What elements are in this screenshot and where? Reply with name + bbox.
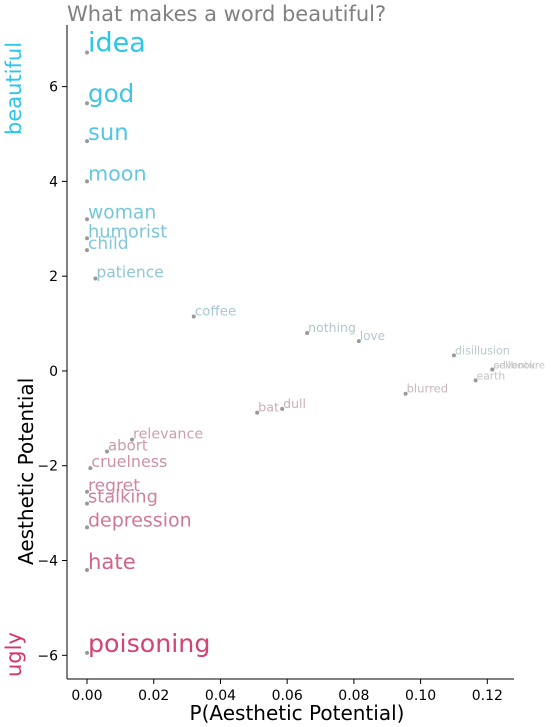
point-idea xyxy=(85,50,90,55)
point-label-dull: dull xyxy=(283,396,306,411)
point-label-moon: moon xyxy=(88,161,147,185)
x-tick-label: 0.00 xyxy=(71,688,102,704)
point-child xyxy=(85,248,90,253)
point-label-love: love xyxy=(360,329,385,343)
point-label-disillusion: disillusion xyxy=(455,344,510,357)
point-label-poisoning: poisoning xyxy=(88,629,210,658)
x-tick-label: 0.10 xyxy=(405,688,436,704)
point-label-regret: regret xyxy=(88,476,140,496)
x-tick-label: 0.04 xyxy=(205,688,236,704)
point-stalking xyxy=(85,501,90,506)
point-label-coffee: coffee xyxy=(195,303,237,319)
point-relevance xyxy=(130,437,135,442)
x-tick-label: 0.02 xyxy=(138,688,169,704)
point-depression xyxy=(85,525,90,530)
point-label-sun: sun xyxy=(88,120,129,146)
point-woman xyxy=(85,217,90,222)
point-nothing xyxy=(305,331,310,336)
x-tick-label: 0.12 xyxy=(472,688,503,704)
point-poisoning xyxy=(85,650,90,655)
y-tick-label: 0 xyxy=(49,364,58,380)
point-love xyxy=(356,339,361,344)
point-label-cellbook: cellbook xyxy=(493,361,535,372)
point-label-stalking: stalking xyxy=(88,487,158,508)
point-dull xyxy=(280,406,285,411)
point-regret xyxy=(85,489,90,494)
chart-title: What makes a word beautiful? xyxy=(67,2,387,26)
point-label-woman: woman xyxy=(88,202,156,223)
point-label-hate: hate xyxy=(88,549,136,574)
point-label-depression: depression xyxy=(88,509,192,531)
point-blurred xyxy=(403,391,408,396)
x-tick-label: 0.08 xyxy=(338,688,369,704)
axes: 0.00 0.02 0.04 0.06 0.08 0.10 0.12 −6 −4 −2 0 2 4 6 xyxy=(37,25,514,704)
y-tick-label: 6 xyxy=(49,80,58,96)
point-label-adventure: adventure xyxy=(493,361,545,372)
point-cruelness xyxy=(88,466,93,471)
point-label-god: god xyxy=(88,79,134,108)
point-coffee xyxy=(191,314,196,319)
point-label-earth: earth xyxy=(477,369,505,382)
point-patience xyxy=(93,276,98,281)
point-earth xyxy=(473,378,478,383)
point-god xyxy=(85,101,90,106)
point-label-humorist: humorist xyxy=(88,221,167,242)
point-label-relevance: relevance xyxy=(133,427,203,443)
point-sun xyxy=(85,139,90,144)
x-tick-label: 0.06 xyxy=(272,688,303,704)
point-disillusion xyxy=(451,353,456,358)
point-adventure xyxy=(490,367,495,372)
y-tick-label: −6 xyxy=(37,648,58,664)
point-label-child: child xyxy=(88,234,129,254)
y-tick-label: −2 xyxy=(37,459,58,475)
point-humorist xyxy=(85,236,90,241)
y-tick-label: 4 xyxy=(49,174,58,190)
point-label-bat: bat xyxy=(258,400,279,415)
point-label-abort: abort xyxy=(108,437,148,455)
y-tick-label: 2 xyxy=(49,269,58,285)
y-tick-label: −4 xyxy=(37,554,58,570)
point-label-cruelness: cruelness xyxy=(91,452,167,471)
point-abort xyxy=(105,449,110,454)
point-label-idea: idea xyxy=(88,27,146,58)
point-hate xyxy=(85,568,90,572)
point-label-blurred: blurred xyxy=(407,382,449,396)
point-moon xyxy=(85,179,90,184)
point-bat xyxy=(255,410,260,415)
x-axis-label: P(Aesthetic Potential) xyxy=(189,701,405,725)
point-label-nothing: nothing xyxy=(308,320,356,335)
point-label-patience: patience xyxy=(96,264,164,282)
